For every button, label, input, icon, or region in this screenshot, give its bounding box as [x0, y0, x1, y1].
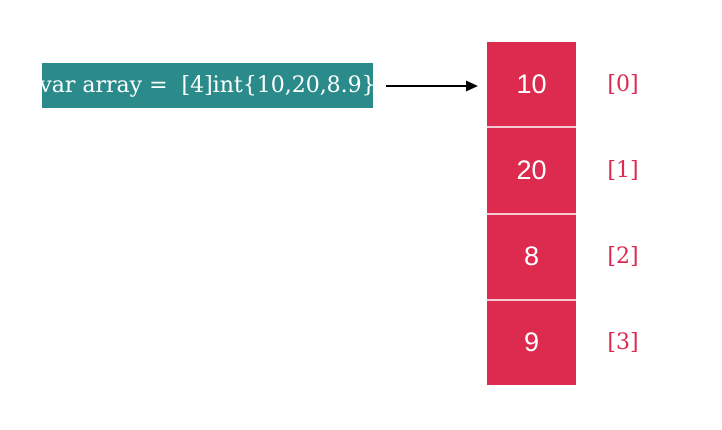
code-declaration-box: var array = [4]int{10,20,8.9}: [39, 63, 376, 108]
code-declaration-text: var array = [4]int{10,20,8.9}: [39, 73, 376, 98]
index-label: [0]: [607, 72, 639, 98]
index-slot-3: [3]: [598, 299, 648, 385]
index-slot-1: [1]: [598, 128, 648, 214]
index-slot-2: [2]: [598, 214, 648, 300]
index-slot-0: [0]: [598, 42, 648, 128]
array-cell-1: 20: [487, 126, 576, 212]
index-label: [2]: [607, 243, 639, 269]
index-label: [1]: [607, 158, 639, 184]
array-column: 10 20 8 9: [487, 42, 576, 385]
array-cell-3: 9: [487, 298, 576, 385]
index-label: [3]: [607, 329, 639, 355]
array-cell-value: 10: [516, 68, 547, 99]
array-cell-value: 8: [523, 241, 540, 272]
array-cell-0: 10: [487, 42, 576, 126]
array-cell-value: 9: [523, 327, 540, 358]
index-column: [0] [1] [2] [3]: [598, 42, 648, 385]
arrow-icon: [386, 80, 478, 92]
array-cell-2: 8: [487, 212, 576, 299]
array-cell-value: 20: [516, 154, 547, 185]
